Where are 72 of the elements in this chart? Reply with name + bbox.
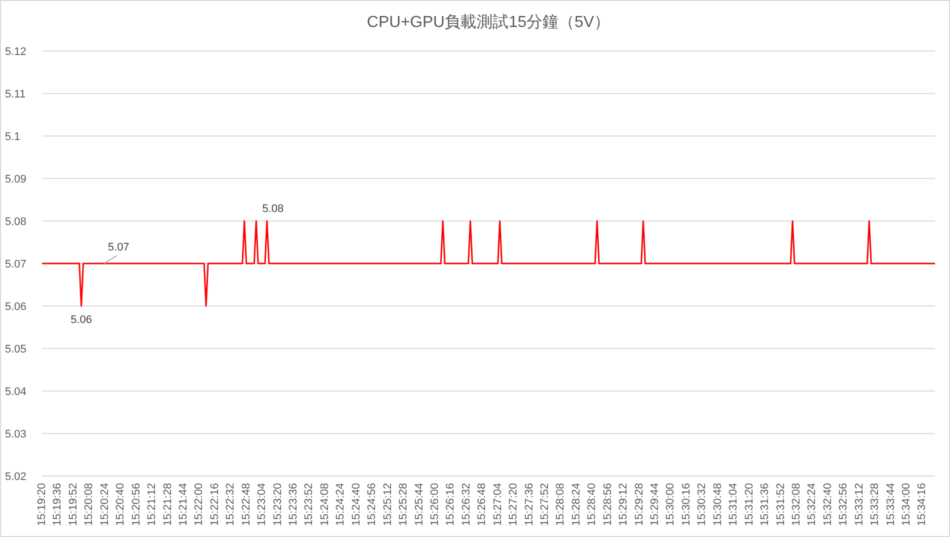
y-tick-label: 5.05 xyxy=(5,344,26,356)
x-tick-label: 15:32:08 xyxy=(790,483,803,526)
x-tick-label: 15:20:08 xyxy=(83,483,96,526)
x-tick-label: 15:31:36 xyxy=(759,483,772,526)
x-tick-label: 15:28:08 xyxy=(554,483,567,526)
x-tick-label: 15:20:40 xyxy=(114,483,127,526)
x-tick-label: 15:28:40 xyxy=(586,483,598,526)
data-label: 5.06 xyxy=(70,314,92,326)
x-tick-label: 15:31:04 xyxy=(728,483,740,526)
x-tick-label: 15:33:28 xyxy=(869,483,882,526)
x-tick-label: 15:22:32 xyxy=(224,483,237,526)
x-tick-label: 15:23:04 xyxy=(256,483,268,526)
x-tick-label: 15:32:56 xyxy=(838,483,850,526)
x-tick-label: 15:29:44 xyxy=(649,483,662,526)
x-tick-label: 15:26:00 xyxy=(428,483,441,526)
data-label: 5.08 xyxy=(262,203,284,215)
x-tick-label: 15:24:40 xyxy=(350,483,362,526)
data-label: 5.07 xyxy=(108,242,130,254)
x-tick-label: 15:22:48 xyxy=(240,483,252,526)
x-tick-label: 15:31:52 xyxy=(774,483,787,526)
x-tick-label: 15:20:24 xyxy=(98,483,111,526)
x-tick-label: 15:29:28 xyxy=(633,483,646,526)
x-tick-label: 15:23:20 xyxy=(272,483,284,526)
x-tick-label: 15:26:48 xyxy=(476,483,488,526)
x-tick-label: 15:21:28 xyxy=(162,483,174,526)
x-tick-label: 15:25:12 xyxy=(382,483,394,526)
x-tick-label: 15:27:52 xyxy=(538,483,551,526)
x-tick-label: 15:23:36 xyxy=(287,483,300,526)
x-tick-label: 15:22:16 xyxy=(208,483,221,526)
x-tick-label: 15:21:44 xyxy=(177,483,190,526)
y-tick-label: 5.04 xyxy=(5,386,26,398)
y-tick-label: 5.1 xyxy=(5,131,20,143)
x-tick-label: 15:27:36 xyxy=(523,483,536,526)
x-tick-label: 15:20:56 xyxy=(130,483,142,526)
x-tick-label: 15:34:16 xyxy=(916,483,928,526)
x-tick-label: 15:23:52 xyxy=(303,483,316,526)
y-tick-label: 5.07 xyxy=(5,258,26,270)
x-tick-label: 15:29:12 xyxy=(618,483,630,526)
x-tick-label: 15:32:40 xyxy=(822,483,834,526)
x-tick-label: 15:31:20 xyxy=(743,483,756,526)
x-tick-label: 15:27:20 xyxy=(508,483,520,526)
x-tick-label: 15:28:56 xyxy=(602,483,614,526)
x-tick-label: 15:30:48 xyxy=(712,483,724,526)
x-tick-label: 15:28:24 xyxy=(570,483,582,526)
x-tick-label: 15:30:00 xyxy=(664,483,677,526)
x-tick-label: 15:19:20 xyxy=(36,483,48,526)
y-tick-label: 5.08 xyxy=(5,216,26,228)
y-tick-label: 5.03 xyxy=(5,428,26,440)
x-tick-label: 15:34:00 xyxy=(900,483,913,526)
y-tick-label: 5.11 xyxy=(5,88,26,100)
x-tick-label: 15:19:52 xyxy=(67,483,80,526)
chart-title: CPU+GPU負載測試15分鐘（5V） xyxy=(366,13,610,31)
x-tick-label: 15:33:12 xyxy=(853,483,866,526)
x-tick-label: 15:33:44 xyxy=(884,483,897,526)
x-tick-label: 15:22:00 xyxy=(193,483,206,526)
x-tick-label: 15:24:56 xyxy=(366,483,378,526)
x-tick-label: 15:24:24 xyxy=(334,483,347,526)
x-tick-label: 15:30:16 xyxy=(680,483,692,526)
x-tick-label: 15:26:32 xyxy=(460,483,472,526)
x-tick-label: 15:21:12 xyxy=(146,483,158,526)
y-tick-label: 5.09 xyxy=(5,174,26,186)
x-tick-label: 15:27:04 xyxy=(492,483,504,526)
x-tick-label: 15:32:24 xyxy=(806,483,818,526)
x-tick-label: 15:25:28 xyxy=(398,483,410,526)
y-tick-label: 5.02 xyxy=(5,471,26,483)
x-tick-label: 15:24:08 xyxy=(318,483,331,526)
x-tick-label: 15:26:16 xyxy=(444,483,457,526)
y-tick-label: 5.12 xyxy=(5,46,26,58)
y-tick-label: 5.06 xyxy=(5,301,26,313)
x-tick-label: 15:25:44 xyxy=(413,483,426,526)
x-tick-label: 15:19:36 xyxy=(52,483,64,526)
x-tick-label: 15:30:32 xyxy=(696,483,708,526)
